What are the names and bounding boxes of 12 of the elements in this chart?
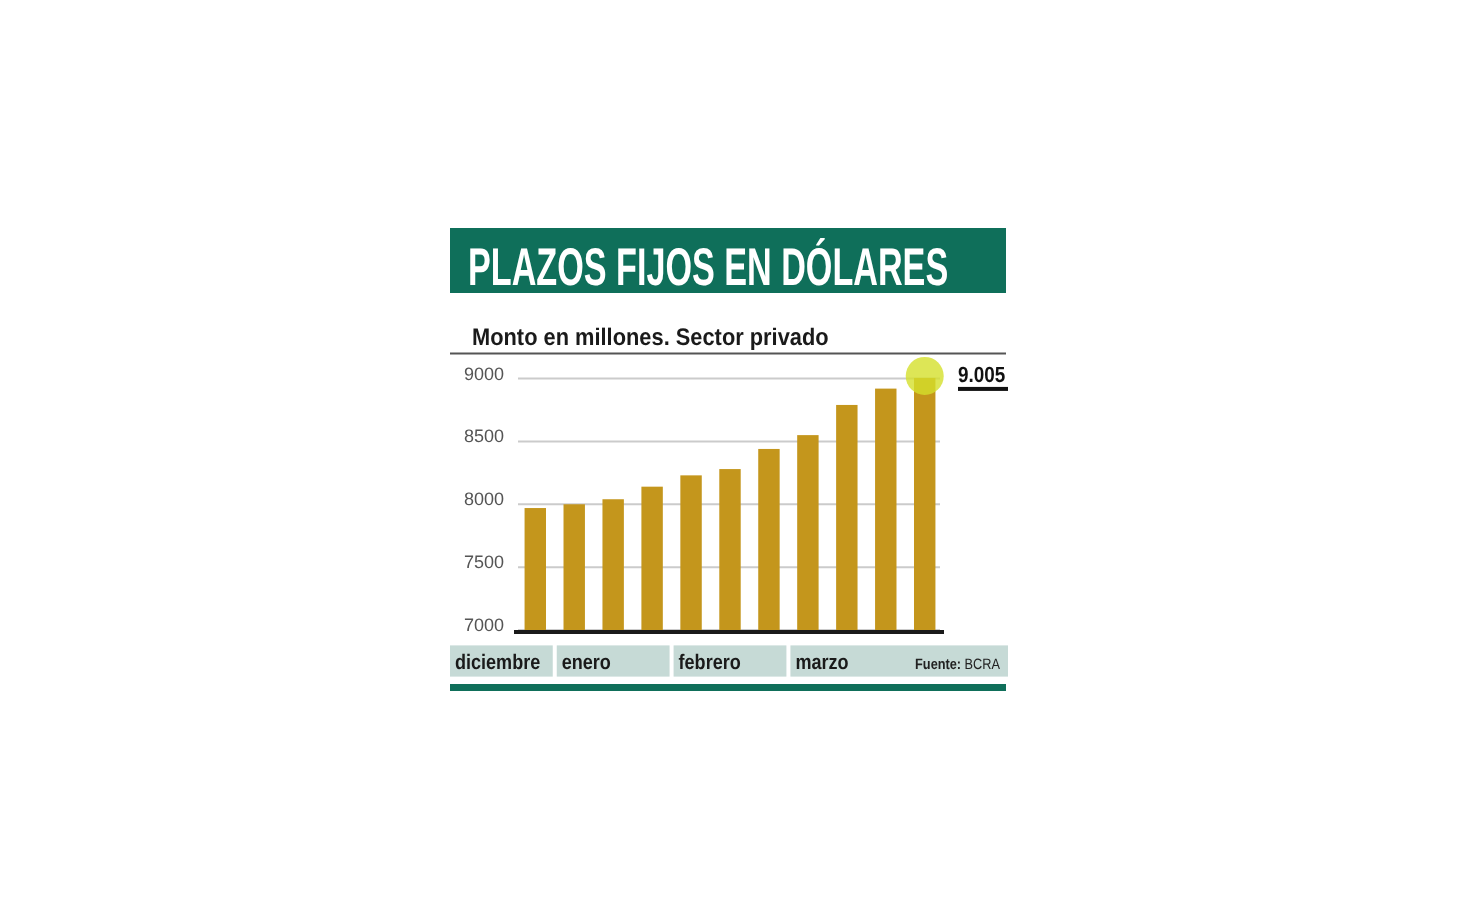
x-tick-label: enero [561, 652, 611, 676]
x-tick-label: febrero [678, 652, 741, 676]
x-tick-label: diciembre [455, 652, 542, 676]
y-tick-label: 8000 [463, 489, 504, 510]
y-tick-label: 9000 [463, 363, 504, 384]
y-tick-label: 7500 [463, 552, 504, 573]
chart-subtitle: Monto en millones. Sector privado [472, 326, 829, 352]
y-tick-label: 7000 [463, 615, 504, 635]
x-tick-label: marzo [795, 652, 849, 676]
y-tick-label: 8500 [463, 426, 504, 447]
text: 9.005 [958, 364, 1006, 389]
chart-title: PLAZOS FIJOS EN DÓLARES [468, 237, 949, 297]
